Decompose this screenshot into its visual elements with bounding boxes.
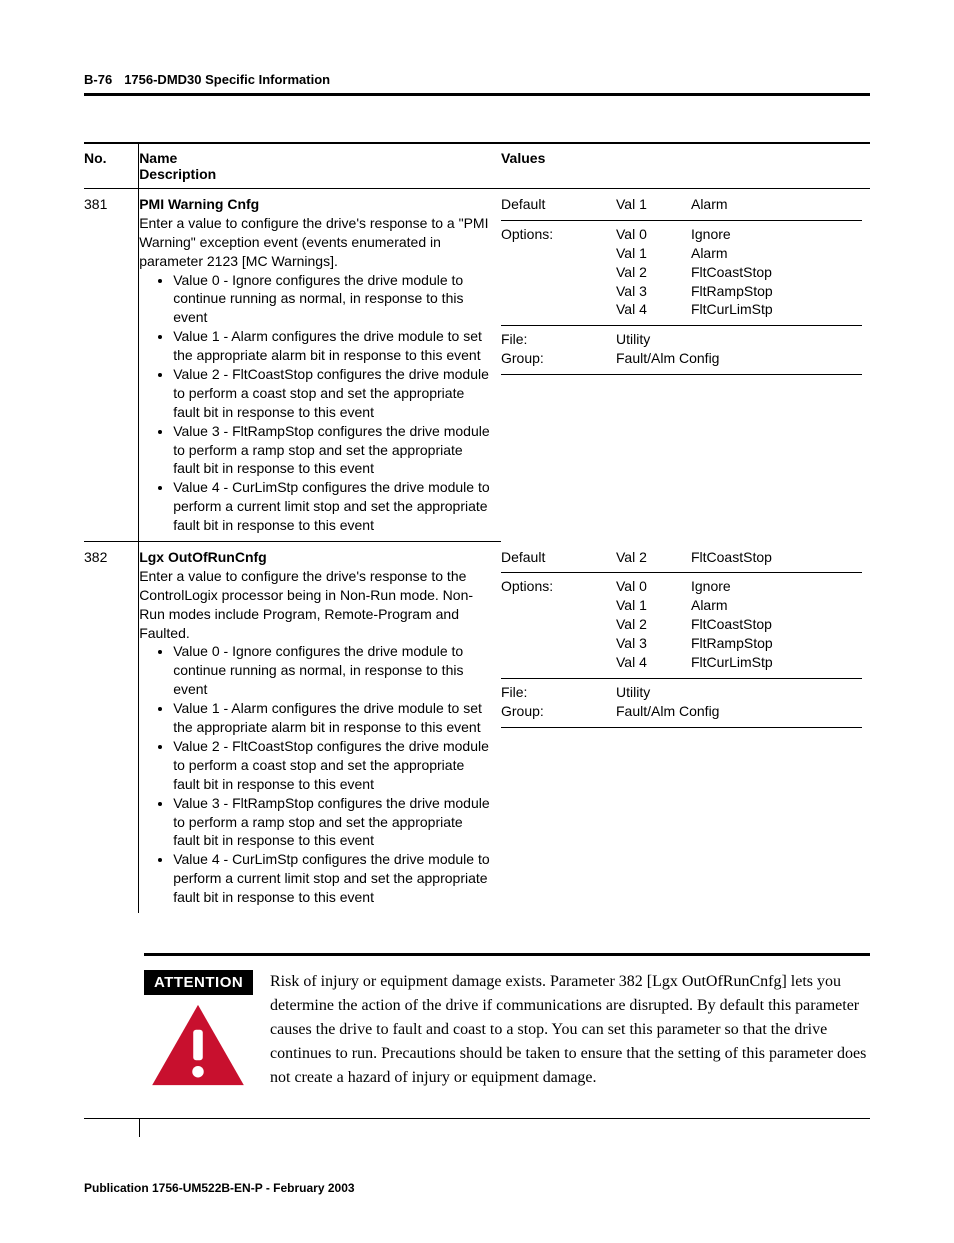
attention-left: ATTENTION [144,970,252,1090]
default-label: Default [501,548,616,567]
option-desc: FltCurLimStp [691,300,862,319]
default-label: Default [501,195,616,214]
param-bullet: Value 1 - Alarm configures the drive mod… [173,699,493,737]
file-val: Utility [616,683,650,702]
page-header: B-76 1756-DMD30 Specific Information [84,72,870,96]
option-desc: Alarm [691,596,862,615]
attention-text: Risk of injury or equipment damage exist… [270,970,870,1090]
param-description-cell: PMI Warning CnfgEnter a value to configu… [139,189,501,542]
param-bullet: Value 3 - FltRampStop configures the dri… [173,422,493,479]
group-label: Group: [501,349,616,368]
param-bullet: Value 0 - Ignore configures the drive mo… [173,642,493,699]
col-header-values: Values [501,143,870,189]
option-val: Val 0 [616,577,691,596]
footer-publication: Publication 1756-UM522B-EN-P - February … [84,1181,355,1195]
page-number: B-76 [84,72,112,87]
group-label: Group: [501,702,616,721]
options-label [501,263,616,282]
param-bullet: Value 1 - Alarm configures the drive mod… [173,327,493,365]
option-val: Val 2 [616,615,691,634]
option-val: Val 0 [616,225,691,244]
options-label [501,596,616,615]
option-desc: FltCoastStop [691,263,862,282]
param-no: 381 [84,189,139,542]
param-name: PMI Warning Cnfg [139,195,493,214]
values-default-block: DefaultVal 2FltCoastStop [501,548,862,574]
param-no: 382 [84,542,139,913]
values-filegroup-block: File:UtilityGroup:Fault/Alm Config [501,330,862,375]
options-label [501,615,616,634]
param-values-cell: DefaultVal 2FltCoastStopOptions:Val 0Ign… [501,542,870,913]
option-val: Val 1 [616,596,691,615]
param-bullet: Value 3 - FltRampStop configures the dri… [173,794,493,851]
param-bullet: Value 2 - FltCoastStop configures the dr… [173,365,493,422]
param-intro: Enter a value to configure the drive's r… [139,214,493,271]
section-title: 1756-DMD30 Specific Information [124,72,330,87]
option-desc: FltRampStop [691,634,862,653]
page: B-76 1756-DMD30 Specific Information No.… [0,0,954,1243]
file-val: Utility [616,330,650,349]
option-val: Val 3 [616,634,691,653]
default-val: Val 2 [616,548,691,567]
option-desc: Ignore [691,577,862,596]
param-values-cell: DefaultVal 1AlarmOptions:Val 0IgnoreVal … [501,189,870,542]
param-bullet: Value 4 - CurLimStp configures the drive… [173,478,493,535]
options-label: Options: [501,225,616,244]
attention-badge: ATTENTION [144,970,253,995]
param-bullet: Value 0 - Ignore configures the drive mo… [173,271,493,328]
param-intro: Enter a value to configure the drive's r… [139,567,493,643]
parameter-table: No. Name Description Values 381PMI Warni… [84,142,870,913]
param-bullets: Value 0 - Ignore configures the drive mo… [139,642,493,906]
group-val: Fault/Alm Config [616,349,719,368]
options-label [501,244,616,263]
options-label [501,653,616,672]
options-label [501,300,616,319]
default-desc: Alarm [691,195,862,214]
param-bullet: Value 4 - CurLimStp configures the drive… [173,850,493,907]
values-options-block: Options:Val 0IgnoreVal 1AlarmVal 2FltCoa… [501,577,862,678]
attention-box: ATTENTION Risk of injury or equipment da… [84,956,870,1090]
option-desc: FltCoastStop [691,615,862,634]
option-val: Val 1 [616,244,691,263]
col-header-name-desc: Name Description [139,143,501,189]
values-filegroup-block: File:UtilityGroup:Fault/Alm Config [501,683,862,728]
param-bullets: Value 0 - Ignore configures the drive mo… [139,271,493,535]
col-header-no: No. [84,143,139,189]
option-val: Val 4 [616,653,691,672]
bottom-rule [84,1118,870,1119]
default-val: Val 1 [616,195,691,214]
values-options-block: Options:Val 0IgnoreVal 1AlarmVal 2FltCoa… [501,225,862,326]
group-val: Fault/Alm Config [616,702,719,721]
option-desc: FltCurLimStp [691,653,862,672]
parameter-table-body: 381PMI Warning CnfgEnter a value to conf… [84,189,870,913]
col-header-name: Name [139,150,177,166]
option-val: Val 2 [616,263,691,282]
option-desc: Alarm [691,244,862,263]
options-label [501,282,616,301]
warning-icon [144,1003,252,1090]
option-val: Val 3 [616,282,691,301]
options-label [501,634,616,653]
file-label: File: [501,330,616,349]
option-desc: Ignore [691,225,862,244]
values-default-block: DefaultVal 1Alarm [501,195,862,221]
file-label: File: [501,683,616,702]
param-name: Lgx OutOfRunCnfg [139,548,493,567]
default-desc: FltCoastStop [691,548,862,567]
options-label: Options: [501,577,616,596]
col-header-description: Description [139,166,216,182]
option-val: Val 4 [616,300,691,319]
param-bullet: Value 2 - FltCoastStop configures the dr… [173,737,493,794]
option-desc: FltRampStop [691,282,862,301]
param-description-cell: Lgx OutOfRunCnfgEnter a value to configu… [139,542,501,913]
